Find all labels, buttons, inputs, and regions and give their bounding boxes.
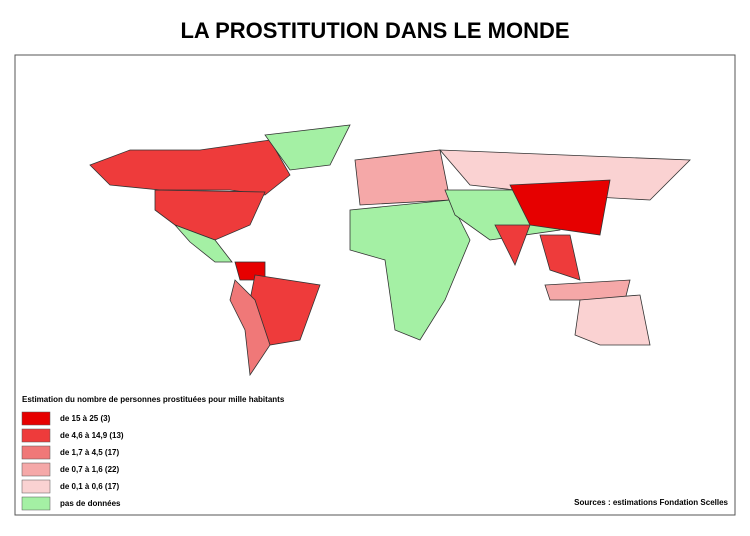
legend-label: pas de données	[60, 499, 121, 508]
greenland	[264, 124, 351, 171]
title: LA PROSTITUTION DANS LE MONDE	[180, 18, 569, 43]
andes	[229, 279, 271, 377]
canada	[89, 139, 291, 196]
map-frame	[14, 54, 736, 516]
china	[509, 179, 611, 236]
legend-swatch	[21, 479, 51, 494]
legend-label: de 15 à 25 (3)	[60, 414, 111, 423]
europe	[354, 149, 451, 206]
legend-swatch	[21, 445, 51, 460]
australia	[574, 294, 651, 346]
legend-title: Estimation du nombre de personnes prosti…	[22, 395, 285, 404]
legend-swatch	[21, 496, 51, 511]
source: Sources : estimations Fondation Scelles	[574, 498, 728, 507]
legend-label: de 0,1 à 0,6 (17)	[60, 482, 119, 491]
legend-label: de 4,6 à 14,9 (13)	[60, 431, 124, 440]
india	[494, 224, 531, 266]
central-america	[174, 224, 233, 263]
legend-swatch	[21, 462, 51, 477]
world-map	[89, 124, 691, 377]
southeast-asia	[539, 234, 581, 281]
legend-label: de 1,7 à 4,5 (17)	[60, 448, 119, 457]
usa	[154, 189, 266, 241]
legend-swatch	[21, 411, 51, 426]
legend: de 15 à 25 (3) de 4,6 à 14,9 (13) de 1,7 à…	[21, 411, 124, 511]
africa	[349, 199, 471, 341]
legend-label: de 0,7 à 1,6 (22)	[60, 465, 119, 474]
legend-swatch	[21, 428, 51, 443]
